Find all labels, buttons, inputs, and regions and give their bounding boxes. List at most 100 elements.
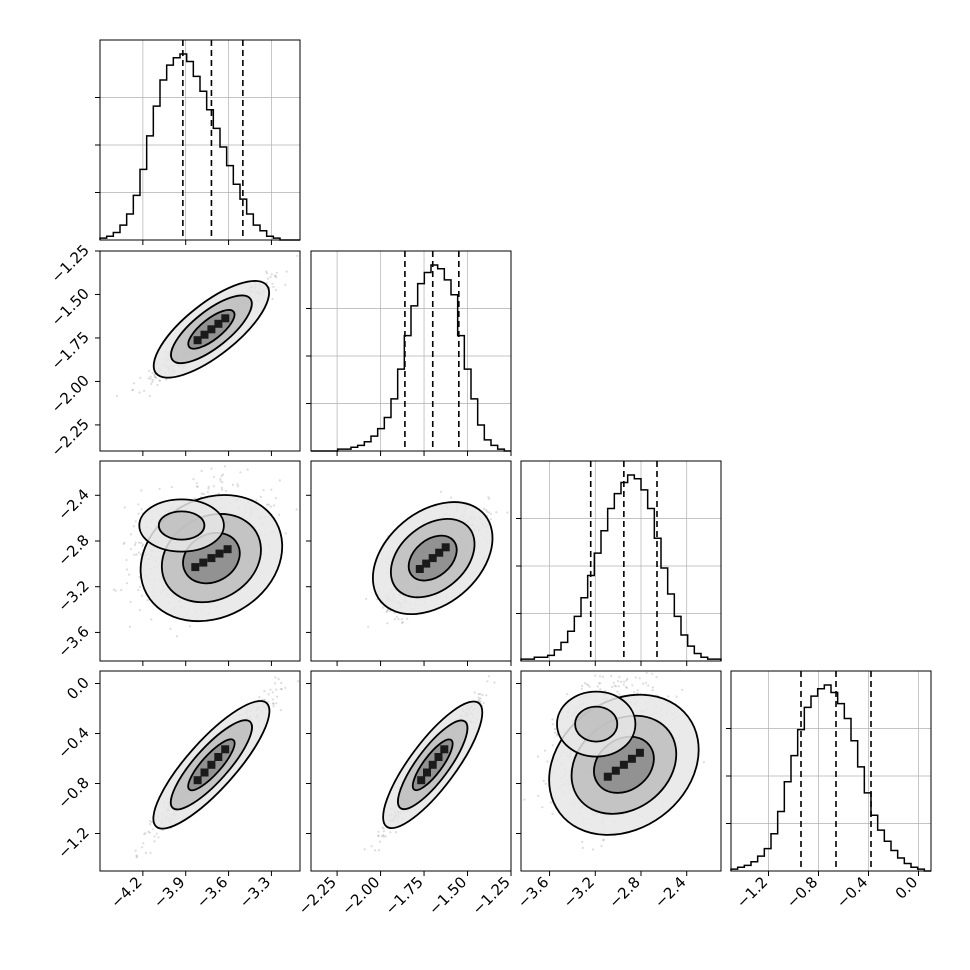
scatter-point bbox=[271, 698, 275, 701]
scatter-point bbox=[296, 254, 299, 257]
scatter-point bbox=[220, 486, 223, 489]
scatter-point bbox=[585, 683, 588, 686]
scatter-point bbox=[207, 485, 210, 488]
scatter-point bbox=[506, 511, 509, 514]
scatter-point bbox=[125, 582, 128, 585]
scatter-point bbox=[141, 545, 144, 548]
density-cell bbox=[428, 760, 437, 769]
scatter-point bbox=[137, 551, 141, 554]
contours bbox=[382, 700, 484, 830]
scatter-point bbox=[148, 831, 151, 834]
scatter-point bbox=[487, 511, 490, 514]
scatter-point bbox=[279, 709, 282, 712]
scatter-point bbox=[165, 378, 168, 381]
scatter-point bbox=[224, 489, 228, 493]
scatter-point bbox=[141, 543, 145, 546]
scatter-point bbox=[131, 389, 134, 392]
scatter-point bbox=[377, 830, 380, 833]
scatter-point bbox=[134, 541, 137, 544]
scatter-point bbox=[147, 377, 150, 380]
scatter-point bbox=[544, 782, 547, 786]
density-cell bbox=[214, 753, 223, 761]
scatter-point bbox=[133, 382, 136, 385]
density-cell bbox=[435, 548, 444, 557]
scatter-point bbox=[206, 491, 209, 494]
scatter-point bbox=[274, 676, 277, 679]
scatter-point bbox=[137, 512, 140, 515]
scatter-point bbox=[220, 474, 223, 478]
scatter-point bbox=[382, 835, 385, 838]
scatter-point bbox=[207, 487, 210, 490]
scatter-point bbox=[275, 276, 278, 279]
scatter-point bbox=[614, 685, 618, 688]
scatter-point bbox=[223, 465, 227, 468]
scatter-point bbox=[295, 508, 298, 511]
scatter-point bbox=[137, 503, 140, 506]
scatter-point bbox=[580, 687, 584, 690]
scatter-point bbox=[266, 503, 269, 506]
scatter-point bbox=[120, 588, 123, 592]
scatter-point bbox=[267, 693, 270, 696]
scatter-point bbox=[122, 542, 125, 546]
scatter-point bbox=[389, 610, 392, 613]
scatter-point bbox=[143, 389, 146, 392]
scatter-point bbox=[644, 681, 648, 684]
scatter-point bbox=[114, 589, 117, 592]
scatter-point bbox=[272, 504, 276, 507]
scatter-point bbox=[170, 486, 173, 489]
scatter-point bbox=[486, 510, 489, 513]
scatter-point bbox=[274, 682, 277, 685]
scatter-point bbox=[274, 274, 277, 277]
scatter-point bbox=[135, 553, 138, 556]
scatter-point bbox=[485, 694, 488, 697]
scatter-point bbox=[139, 585, 142, 588]
scatter-point bbox=[284, 686, 287, 690]
scatter-point bbox=[134, 543, 137, 547]
scatter-point bbox=[128, 625, 131, 628]
scatter-point bbox=[143, 833, 146, 836]
scatter-point bbox=[450, 496, 453, 499]
scatter-point bbox=[151, 378, 154, 381]
scatter-point bbox=[219, 477, 222, 481]
panel-3-2 bbox=[516, 670, 722, 876]
scatter-point bbox=[270, 273, 273, 276]
scatter-point bbox=[377, 834, 380, 837]
scatter-point bbox=[296, 680, 300, 683]
scatter-point bbox=[158, 379, 161, 382]
scatter-point bbox=[406, 617, 409, 620]
scatter-point bbox=[401, 621, 404, 625]
scatter-point bbox=[125, 568, 129, 571]
scatter-point bbox=[280, 681, 283, 685]
scatter-point bbox=[150, 821, 153, 824]
scatter-point bbox=[382, 830, 385, 833]
scatter-point bbox=[600, 844, 603, 848]
scatter-point bbox=[481, 693, 484, 697]
panel-2-1 bbox=[306, 460, 512, 666]
scatter-point bbox=[137, 588, 140, 592]
scatter-point bbox=[195, 485, 198, 488]
scatter-point bbox=[271, 702, 274, 705]
scatter-point bbox=[158, 379, 161, 382]
scatter-point bbox=[479, 693, 482, 696]
scatter-point bbox=[255, 499, 258, 502]
density-cell bbox=[191, 563, 200, 572]
scatter-point bbox=[395, 831, 398, 834]
scatter-point bbox=[144, 832, 147, 835]
scatter-point bbox=[262, 489, 265, 492]
scatter-point bbox=[279, 687, 282, 691]
scatter-point bbox=[210, 467, 213, 470]
scatter-point bbox=[263, 698, 266, 702]
scatter-point bbox=[136, 855, 139, 858]
scatter-point bbox=[479, 700, 482, 703]
density-cell bbox=[428, 554, 437, 563]
scatter-point bbox=[239, 471, 242, 474]
scatter-point bbox=[397, 618, 400, 621]
scatter-point bbox=[200, 492, 203, 495]
scatter-point bbox=[269, 275, 272, 279]
scatter-point bbox=[273, 274, 277, 277]
scatter-point bbox=[274, 497, 277, 500]
contours bbox=[372, 501, 494, 616]
scatter-point bbox=[278, 513, 281, 516]
scatter-point bbox=[258, 696, 261, 699]
scatter-point bbox=[487, 496, 490, 499]
